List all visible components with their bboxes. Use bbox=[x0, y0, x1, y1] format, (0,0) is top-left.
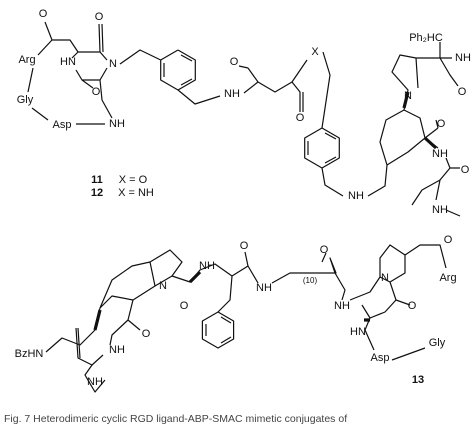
atom-label: O bbox=[444, 234, 453, 246]
compound-number: 13 bbox=[412, 374, 424, 386]
atom-label: X bbox=[311, 46, 319, 58]
atom-label: Asp bbox=[371, 352, 390, 364]
atom-label: O bbox=[320, 244, 329, 256]
atom-label: NH bbox=[348, 190, 364, 202]
atom-label: NH bbox=[256, 282, 272, 294]
atom-label: N bbox=[381, 272, 389, 284]
atom-label: O bbox=[240, 240, 249, 252]
atom-label: Arg bbox=[18, 54, 35, 66]
atom-label: Ph₂HC bbox=[409, 32, 443, 44]
atom-label: Arg bbox=[439, 272, 456, 284]
atom-label: NH bbox=[87, 376, 103, 388]
atom-label: NH bbox=[109, 344, 125, 356]
atom-label: N bbox=[159, 280, 167, 292]
atom-label: O bbox=[437, 118, 446, 130]
atom-label: N bbox=[109, 58, 117, 70]
atom-label: NH bbox=[109, 118, 125, 130]
atom-label: NH bbox=[199, 260, 215, 272]
caption: Fig. 7 Heterodimeric cyclic RGD ligand-A… bbox=[4, 413, 347, 425]
atom-label: NH bbox=[224, 88, 240, 100]
atom-label: HN bbox=[350, 326, 366, 338]
compound-definition: X = NH bbox=[118, 187, 154, 199]
compound-number: 11 bbox=[91, 174, 103, 186]
atom-label: HN bbox=[60, 56, 76, 68]
atom-label: Gly bbox=[429, 337, 446, 349]
atom-label: O bbox=[296, 112, 305, 124]
atom-label: NH bbox=[432, 204, 448, 216]
atom-label: N bbox=[404, 90, 412, 102]
atom-label: O bbox=[142, 328, 151, 340]
atom-label: O bbox=[95, 11, 104, 23]
atom-label: O bbox=[461, 164, 470, 176]
atom-labels: O O Arg HN N Gly Asp NH O NH O X O NH Ph… bbox=[15, 8, 471, 388]
compound-definition: X = O bbox=[119, 174, 148, 186]
atom-label: O bbox=[458, 86, 467, 98]
atom-label: O bbox=[180, 300, 189, 312]
atom-label: O bbox=[92, 86, 101, 98]
bonds bbox=[27, 21, 461, 393]
atom-label: NH bbox=[432, 148, 448, 160]
compound-number: 12 bbox=[91, 187, 103, 199]
atom-label: O bbox=[230, 56, 239, 68]
atom-label: BzHN bbox=[15, 348, 44, 360]
atom-label: O bbox=[39, 8, 48, 20]
atom-label: NH bbox=[455, 52, 471, 64]
atom-label: Asp bbox=[53, 119, 72, 131]
atom-label: (10) bbox=[303, 276, 318, 285]
atom-label: Gly bbox=[17, 94, 34, 106]
atom-label: O bbox=[408, 300, 417, 312]
atom-label: NH bbox=[334, 300, 350, 312]
